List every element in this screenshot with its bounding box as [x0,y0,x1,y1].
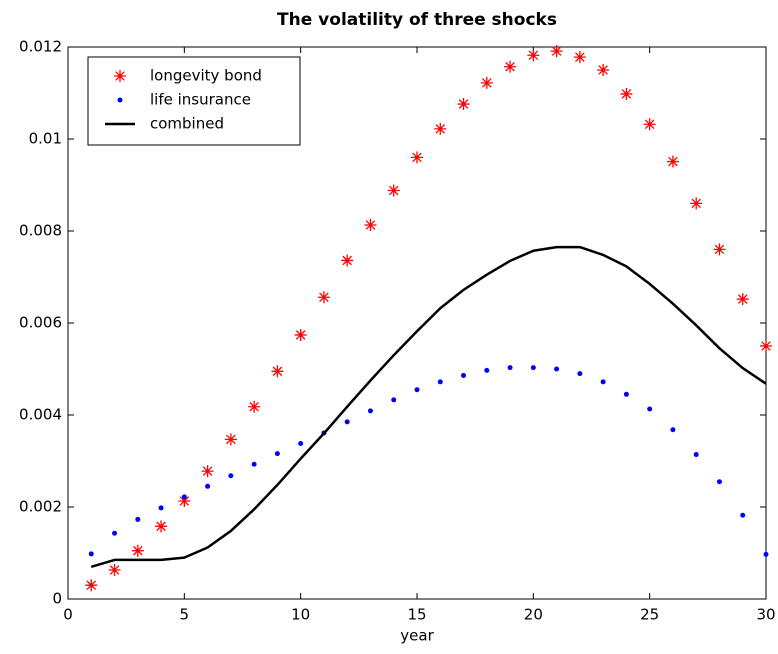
star-marker [457,98,470,111]
legend-box [87,56,301,146]
x-tick-label: 15 [407,606,426,624]
dot-marker [391,397,397,403]
star-marker [387,184,400,197]
dot-marker [763,551,769,557]
dot-marker [647,406,653,412]
dot-marker [530,365,536,371]
dot-marker [367,408,373,414]
star-marker [643,118,656,131]
dot-marker [600,379,606,385]
dot-marker [437,379,443,385]
dot-marker [88,551,94,557]
y-tick-label: 0.006 [19,314,62,332]
star-marker [434,122,447,135]
star-marker [760,340,772,352]
star-marker [597,64,610,76]
star-marker [224,433,237,446]
legend-label: life insurance [150,91,251,109]
dot-marker [274,451,280,457]
star-marker [271,365,284,378]
chart-title: The volatility of three shocks [277,10,557,30]
star-marker [690,197,703,210]
legend-marker [114,70,126,82]
dot-marker [205,483,211,489]
legend-label: combined [150,115,224,133]
dot-marker [577,371,583,377]
legend-marker [117,97,123,103]
dot-marker [298,441,304,447]
dot-marker [623,391,629,397]
dot-marker [181,494,187,500]
dot-marker [693,452,699,458]
dot-marker [507,365,513,371]
x-axis-label: year [400,627,434,645]
star-marker [550,45,563,58]
star-marker [294,328,307,341]
star-marker [131,544,144,557]
star-marker [620,87,633,100]
dot-marker [670,427,676,433]
star-marker [573,51,586,64]
x-tick-label: 10 [291,606,310,624]
star-marker [317,291,330,304]
star-marker [178,495,191,508]
star-marker [736,293,749,306]
y-tick-label: 0.002 [19,498,62,516]
star-marker [364,219,377,232]
x-tick-label: 25 [640,606,659,624]
x-tick-label: 0 [63,606,73,624]
x-tick-label: 30 [756,606,775,624]
x-tick-label: 20 [524,606,543,624]
dot-marker [158,505,164,511]
star-marker [666,155,679,168]
star-marker [480,76,493,89]
dot-marker [135,516,141,522]
y-tick-label: 0.004 [19,406,62,424]
dot-marker [344,419,350,425]
y-tick-label: 0.01 [29,130,62,148]
dot-marker [554,366,560,372]
star-marker [85,579,98,592]
dot-marker [251,461,257,467]
star-marker [201,465,214,478]
dot-marker [414,387,420,393]
legend-label: longevity bond [150,67,262,85]
star-marker [411,151,423,164]
dot-marker [228,473,234,479]
dot-marker [461,372,467,378]
dot-marker [484,367,490,373]
y-tick-label: 0 [52,590,62,608]
series-line [90,245,767,568]
x-tick-label: 5 [180,606,190,624]
star-marker [504,60,517,73]
star-marker [155,520,168,533]
y-tick-label: 0.012 [19,38,62,56]
star-marker [108,564,121,577]
dot-marker [112,530,118,536]
dot-marker [716,479,722,485]
y-tick-label: 0.008 [19,222,62,240]
star-marker [713,243,726,256]
star-marker [341,254,354,267]
dot-marker [740,512,746,518]
star-marker [527,49,540,62]
star-marker [248,400,261,413]
